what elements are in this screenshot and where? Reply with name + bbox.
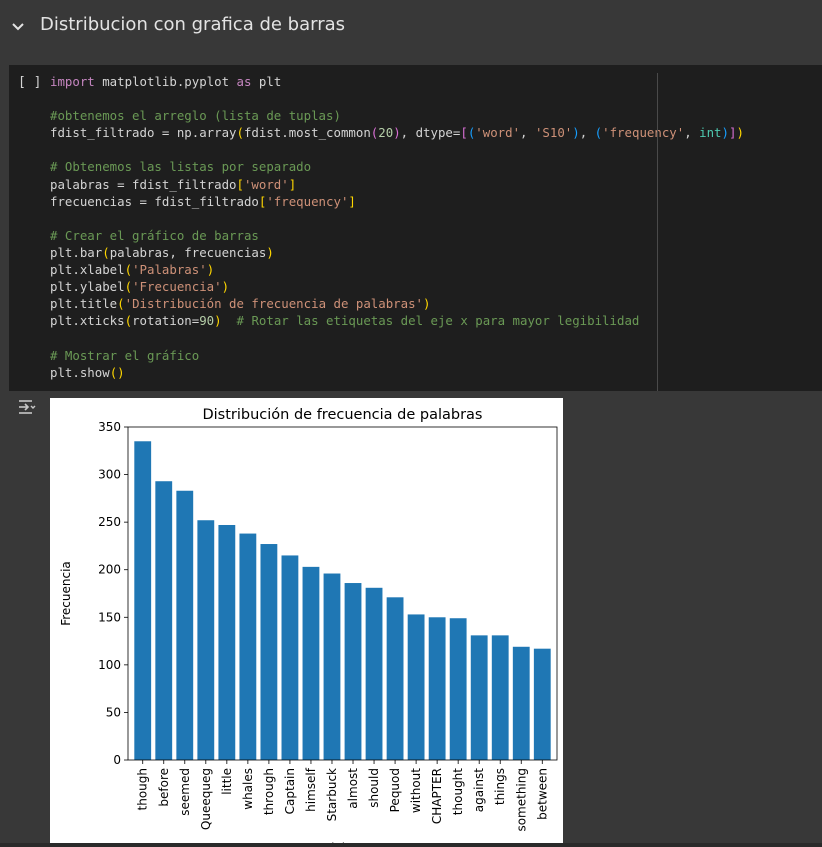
- bar-chart: though before seemed Queequeg little whales th…: [59, 407, 558, 847]
- bar-before: [155, 481, 173, 760]
- x-tick-label: Captain: [283, 768, 297, 814]
- bar-something: [512, 646, 530, 760]
- x-tick-label: things: [493, 768, 507, 805]
- y-tick-label: 50: [106, 705, 121, 719]
- x-tick-label: whales: [241, 768, 255, 810]
- bar-though: [134, 441, 152, 760]
- bar-almost: [344, 583, 362, 760]
- bottom-divider: [0, 843, 822, 847]
- y-tick-label: 100: [98, 658, 121, 672]
- bar-thought: [449, 618, 467, 760]
- bar-starbuck: [323, 573, 341, 760]
- bar-pequod: [386, 597, 404, 760]
- bar-little: [218, 524, 236, 760]
- output-toggle-icon[interactable]: [16, 397, 36, 417]
- x-tick-label: Queequeg: [199, 768, 213, 830]
- section-title: Distribucion con grafica de barras: [40, 14, 346, 35]
- x-tick-label: through: [262, 768, 276, 815]
- x-tick-label: little: [220, 768, 234, 795]
- x-tick-label: seemed: [178, 768, 192, 816]
- x-tick-label: against: [472, 768, 486, 813]
- y-tick-label: 350: [98, 420, 121, 434]
- bar-chapter: [428, 617, 446, 760]
- chart-output: though before seemed Queequeg little whales th…: [50, 398, 563, 847]
- chevron-down-icon[interactable]: [11, 20, 25, 34]
- y-tick-label: 0: [113, 753, 121, 767]
- bar-himself: [302, 566, 320, 760]
- x-tick-label: though: [136, 768, 150, 810]
- code-editor[interactable]: import matplotlib.pyplot as plt #obtenem…: [50, 74, 744, 380]
- y-tick-label: 300: [98, 468, 121, 482]
- y-tick-label: 150: [98, 610, 121, 624]
- x-tick-label: something: [514, 768, 528, 832]
- x-tick-label: before: [157, 768, 171, 807]
- bar-without: [407, 614, 425, 760]
- chart-title: Distribución de frecuencia de palabras: [202, 407, 482, 423]
- run-cell-button[interactable]: [ ]: [18, 75, 42, 90]
- section-header[interactable]: Distribucion con grafica de barras: [0, 0, 822, 56]
- bar-whales: [239, 533, 257, 760]
- bar-against: [470, 635, 488, 760]
- x-tick-label: between: [535, 768, 549, 820]
- editor-ruler: [657, 73, 658, 391]
- x-tick-label: Pequod: [388, 768, 402, 812]
- bar-should: [365, 587, 383, 760]
- x-tick-label: without: [409, 768, 423, 813]
- x-tick-label: Starbuck: [325, 768, 339, 821]
- bar-seemed: [176, 490, 194, 760]
- x-tick-label: should: [367, 768, 381, 808]
- x-tick-label: thought: [451, 768, 465, 815]
- y-tick-label: 200: [98, 563, 121, 577]
- x-tick-label: almost: [346, 768, 360, 809]
- code-cell[interactable]: [ ] import matplotlib.pyplot as plt #obt…: [9, 65, 822, 391]
- bar-queequeg: [197, 520, 215, 760]
- x-tick-label: CHAPTER: [430, 768, 444, 824]
- bar-captain: [281, 555, 299, 760]
- plot-frame: [127, 426, 558, 761]
- y-tick-label: 250: [98, 515, 121, 529]
- bar-things: [491, 635, 509, 760]
- y-axis-label: Frecuencia: [59, 561, 73, 626]
- bar-between: [533, 648, 551, 760]
- bar-through: [260, 544, 278, 760]
- x-tick-label: himself: [304, 767, 318, 812]
